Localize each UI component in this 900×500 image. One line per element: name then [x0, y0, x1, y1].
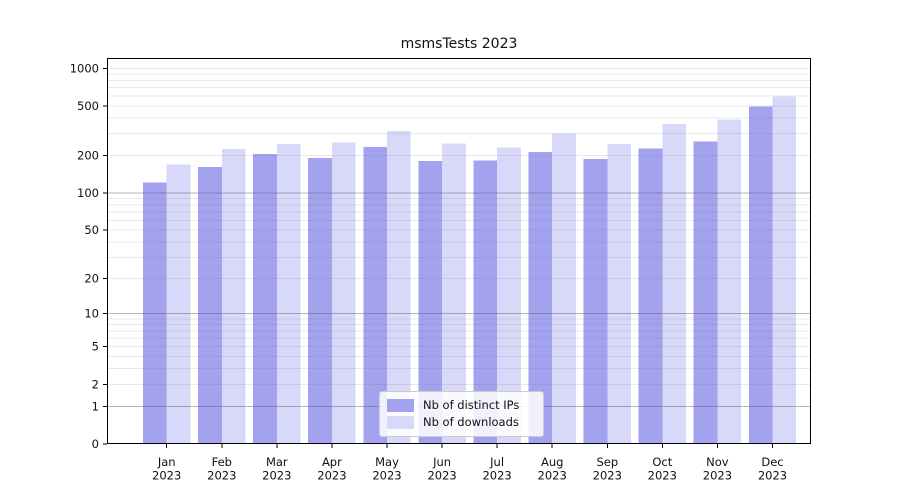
y-tick-label: 20 — [84, 272, 99, 286]
legend-swatch-downloads — [387, 416, 414, 429]
y-tick-label: 1 — [92, 399, 99, 413]
bar-nov-downloads — [717, 119, 742, 445]
x-tick-label: Nov 2023 — [703, 455, 732, 483]
y-tick-label: 200 — [77, 149, 99, 163]
bar-oct-ips — [638, 148, 663, 445]
x-tick-label: Dec 2023 — [758, 455, 787, 483]
y-tick-label: 1000 — [70, 61, 99, 75]
plot-frame — [107, 58, 811, 444]
gridlines — [108, 67, 810, 407]
x-tick-label: Oct 2023 — [648, 455, 677, 483]
bar-aug-ips — [528, 152, 553, 444]
legend: Nb of distinct IPs Nb of downloads — [379, 391, 544, 437]
bar-mar-ips — [253, 153, 277, 445]
tick-labels: 0 1 2 5 10 20 50 100 200 500 1000 Jan 2023 Feb 2023 Mar… — [70, 61, 787, 482]
x-tick-label: Feb 2023 — [207, 455, 236, 483]
bar-jun-downloads — [442, 143, 466, 445]
y-tick-label: 0 — [92, 437, 99, 451]
legend-label-distinct-ips: Nb of distinct IPs — [423, 398, 520, 412]
bar-may-downloads — [387, 131, 411, 444]
legend-item-distinct-ips: Nb of distinct IPs — [387, 399, 535, 412]
x-tick-label: Jun 2023 — [427, 455, 456, 483]
x-tick-label: Apr 2023 — [317, 455, 346, 483]
bar-mar-downloads — [276, 143, 301, 445]
x-tick-label: May 2023 — [372, 455, 401, 483]
legend-item-downloads: Nb of downloads — [387, 416, 535, 429]
bar-dec-ips — [748, 106, 773, 445]
legend-label-downloads: Nb of downloads — [423, 415, 519, 429]
x-tick-label: Jan 2023 — [152, 455, 181, 483]
tick-marks — [103, 67, 773, 448]
bar-may-ips — [363, 146, 387, 444]
bar-nov-ips — [693, 141, 718, 444]
bar-sep-downloads — [607, 144, 631, 444]
x-tick-label: Mar 2023 — [262, 455, 291, 483]
bar-jan-ips — [143, 182, 167, 445]
legend-swatch-distinct-ips — [387, 399, 414, 412]
bar-jul-downloads — [497, 147, 521, 444]
y-tick-label: 500 — [77, 99, 99, 113]
y-tick-label: 50 — [84, 223, 99, 237]
y-tick-label: 100 — [77, 186, 99, 200]
x-tick-label: Jul 2023 — [482, 455, 511, 483]
x-tick-label: Aug 2023 — [538, 455, 567, 483]
bar-aug-downloads — [552, 133, 576, 445]
y-tick-label: 5 — [92, 340, 99, 354]
y-tick-label: 2 — [92, 377, 99, 391]
bars — [143, 96, 797, 445]
bar-jul-ips — [473, 160, 498, 444]
bar-sep-ips — [583, 159, 608, 444]
bar-apr-ips — [308, 158, 332, 444]
bar-apr-downloads — [331, 142, 356, 445]
bar-feb-downloads — [221, 148, 246, 445]
axes — [107, 58, 811, 444]
bar-feb-ips — [198, 167, 222, 444]
bar-oct-downloads — [662, 124, 686, 444]
bar-jan-downloads — [166, 164, 191, 444]
bar-jun-ips — [418, 161, 443, 444]
bar-dec-downloads — [772, 96, 797, 444]
x-tick-label: Sep 2023 — [593, 455, 622, 483]
y-tick-label: 10 — [84, 307, 99, 321]
chart-title: msmsTests 2023 — [400, 36, 518, 52]
